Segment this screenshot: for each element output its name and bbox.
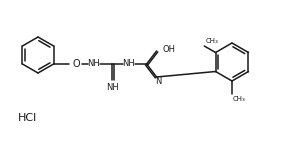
Text: HCl: HCl xyxy=(18,113,37,123)
Text: NH: NH xyxy=(87,59,100,67)
Text: NH: NH xyxy=(106,82,119,91)
Text: O: O xyxy=(73,59,80,69)
Text: NH: NH xyxy=(122,59,135,67)
Text: CH₃: CH₃ xyxy=(205,38,218,44)
Text: CH₃: CH₃ xyxy=(233,96,246,102)
Text: N: N xyxy=(155,77,162,86)
Text: OH: OH xyxy=(162,45,176,54)
